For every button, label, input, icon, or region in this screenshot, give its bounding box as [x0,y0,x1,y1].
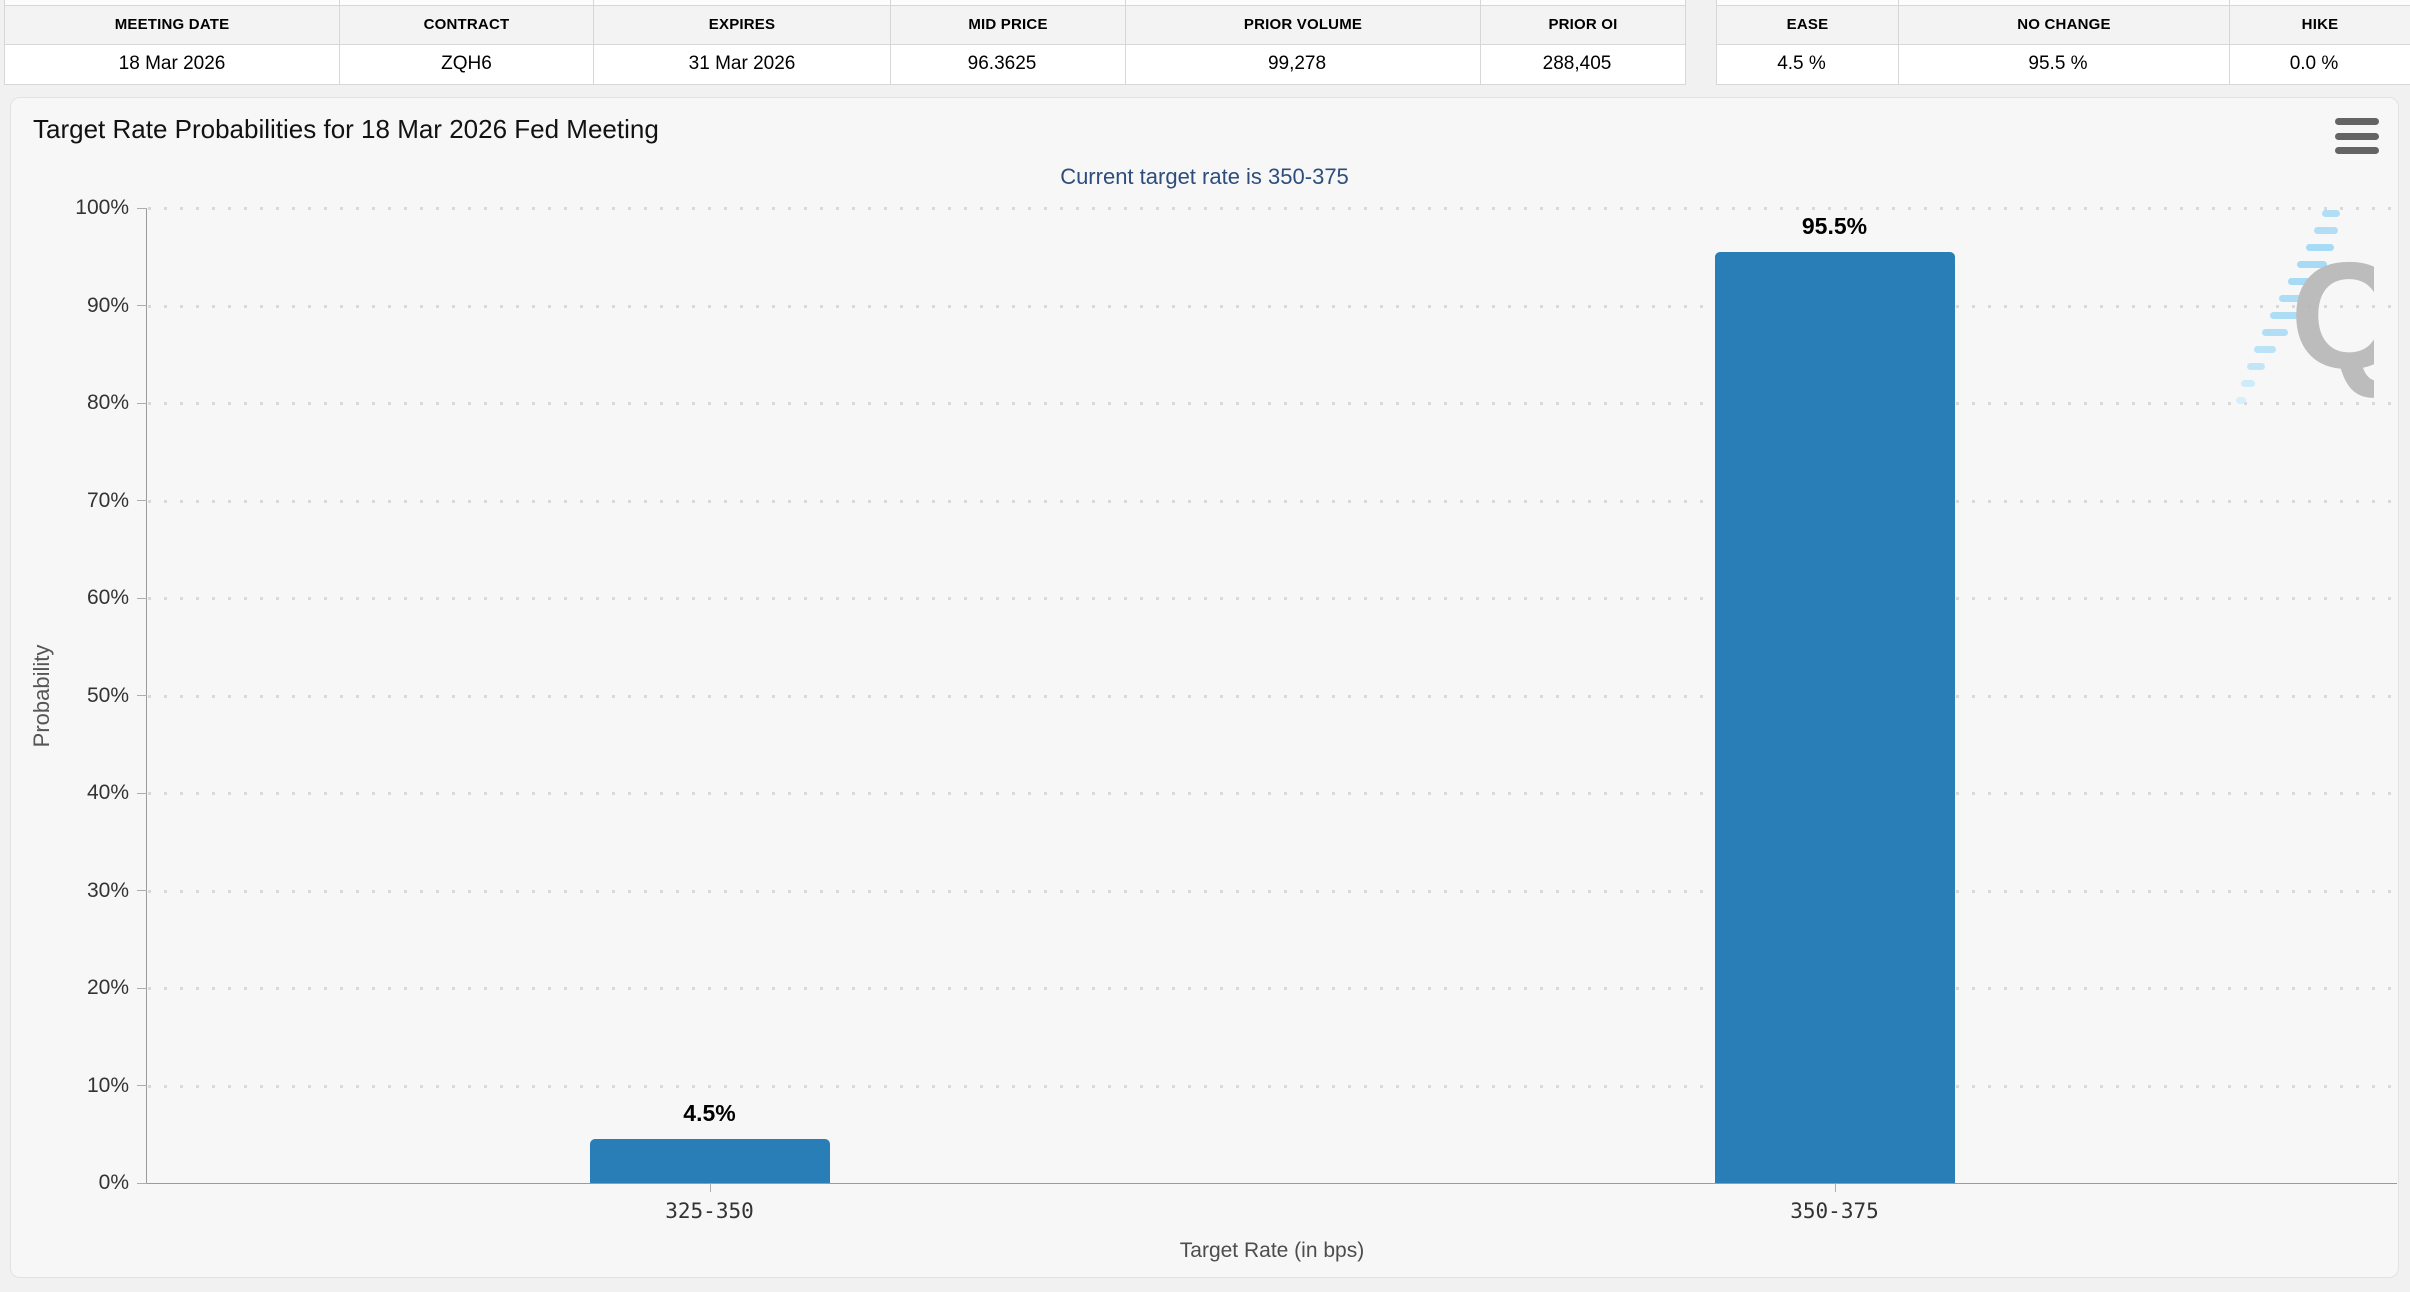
contract-table-header-row: MEETING DATE CONTRACT EXPIRES MID PRICE … [4,4,1686,45]
header-prior-volume: PRIOR VOLUME [1125,4,1481,45]
probability-bar-325-350[interactable] [589,1139,830,1183]
y-axis-label: 100% [75,196,129,219]
value-prior-volume: 99,278 [1125,43,1481,85]
y-gridline [148,207,2397,210]
value-expires: 31 Mar 2026 [593,43,891,85]
header-expires: EXPIRES [593,4,891,45]
x-axis-category-label: 350-375 [1790,1199,1879,1223]
header-hike: HIKE [2229,4,2410,45]
y-axis-label: 80% [86,391,129,414]
y-gridline [148,597,2397,600]
header-ease: EASE [1716,4,1899,45]
value-mid-price: 96.3625 [890,43,1126,85]
bar-value-label: 95.5% [1801,212,1868,239]
header-mid-price: MID PRICE [890,4,1126,45]
y-axis-tick [137,695,147,696]
x-axis-tick [1834,1183,1836,1192]
value-ease: 4.5 % [1716,43,1899,85]
watermark-wing-icon [2236,210,2340,404]
probability-table-data-row: 4.5 % 95.5 % 0.0 % [1716,43,2410,85]
x-axis-tick [709,1183,711,1192]
y-axis-label: 60% [86,586,129,609]
y-axis-tick [137,207,147,209]
value-no-change: 95.5 % [1898,43,2230,85]
value-hike: 0.0 % [2229,43,2410,85]
y-gridline [148,1084,2397,1088]
watermark-q-letter: Q [2290,231,2374,401]
chart-subtitle: Current target rate is 350-375 [1060,164,1349,189]
value-meeting-date: 18 Mar 2026 [4,43,340,85]
y-axis-tick [137,402,147,404]
y-gridline [148,402,2397,405]
y-axis-label: 40% [86,781,129,804]
bar-value-label: 4.5% [683,1100,736,1127]
value-prior-oi: 288,405 [1480,43,1686,85]
x-axis-title: Target Rate (in bps) [1179,1239,1365,1262]
x-axis-category-label: 325-350 [665,1199,754,1223]
value-contract: ZQH6 [339,43,594,85]
y-axis-tick [137,1182,147,1184]
hamburger-icon [2335,147,2379,154]
probability-table-header-row: EASE NO CHANGE HIKE [1716,4,2410,45]
y-axis-tick [137,597,147,599]
quikstrike-watermark: Q [2236,210,2374,404]
y-axis-label: 20% [86,976,129,999]
y-axis-tick [137,305,147,306]
y-gridline [148,792,2397,795]
y-axis-label: 30% [86,878,129,902]
y-axis-label: 50% [86,683,129,707]
y-axis-title: Probability [29,644,54,748]
header-contract: CONTRACT [339,4,594,45]
y-gridline [148,694,2397,698]
y-axis-label: 70% [86,488,129,512]
y-axis-tick [137,987,147,989]
clipped-table-row [4,0,1686,6]
y-axis-label: 0% [98,1171,129,1194]
y-axis-tick [137,792,147,794]
top-tables-row: MEETING DATE CONTRACT EXPIRES MID PRICE … [0,0,2410,85]
chart-context-menu-button[interactable] [2335,118,2379,154]
y-axis-label: 90% [86,293,129,317]
probability-bar-350-375[interactable] [1714,251,1955,1183]
contract-table-data-row: 18 Mar 2026 ZQH6 31 Mar 2026 96.3625 99,… [4,43,1686,85]
y-gridline [148,499,2397,503]
y-gridline [148,304,2397,308]
y-gridline [148,987,2397,990]
y-gridline [148,889,2397,893]
plot-area: Probability Target Rate (in bps) 0% 10% 20… [29,196,2397,1262]
chart-title: Target Rate Probabilities for 18 Mar 202… [33,114,659,144]
y-axis-tick [137,890,147,891]
contract-table: MEETING DATE CONTRACT EXPIRES MID PRICE … [4,0,1686,85]
chart-panel: Target Rate Probabilities for 18 Mar 202… [10,97,2399,1278]
header-meeting-date: MEETING DATE [4,4,340,45]
hamburger-icon [2335,118,2379,125]
move-probability-table: EASE NO CHANGE HIKE 4.5 % 95.5 % 0.0 % [1716,0,2410,85]
header-no-change: NO CHANGE [1898,4,2230,45]
y-axis-tick [137,1085,147,1086]
y-axis-tick [137,500,147,501]
header-prior-oi: PRIOR OI [1480,4,1686,45]
y-axis-label: 10% [86,1073,129,1097]
hamburger-icon [2335,132,2379,140]
